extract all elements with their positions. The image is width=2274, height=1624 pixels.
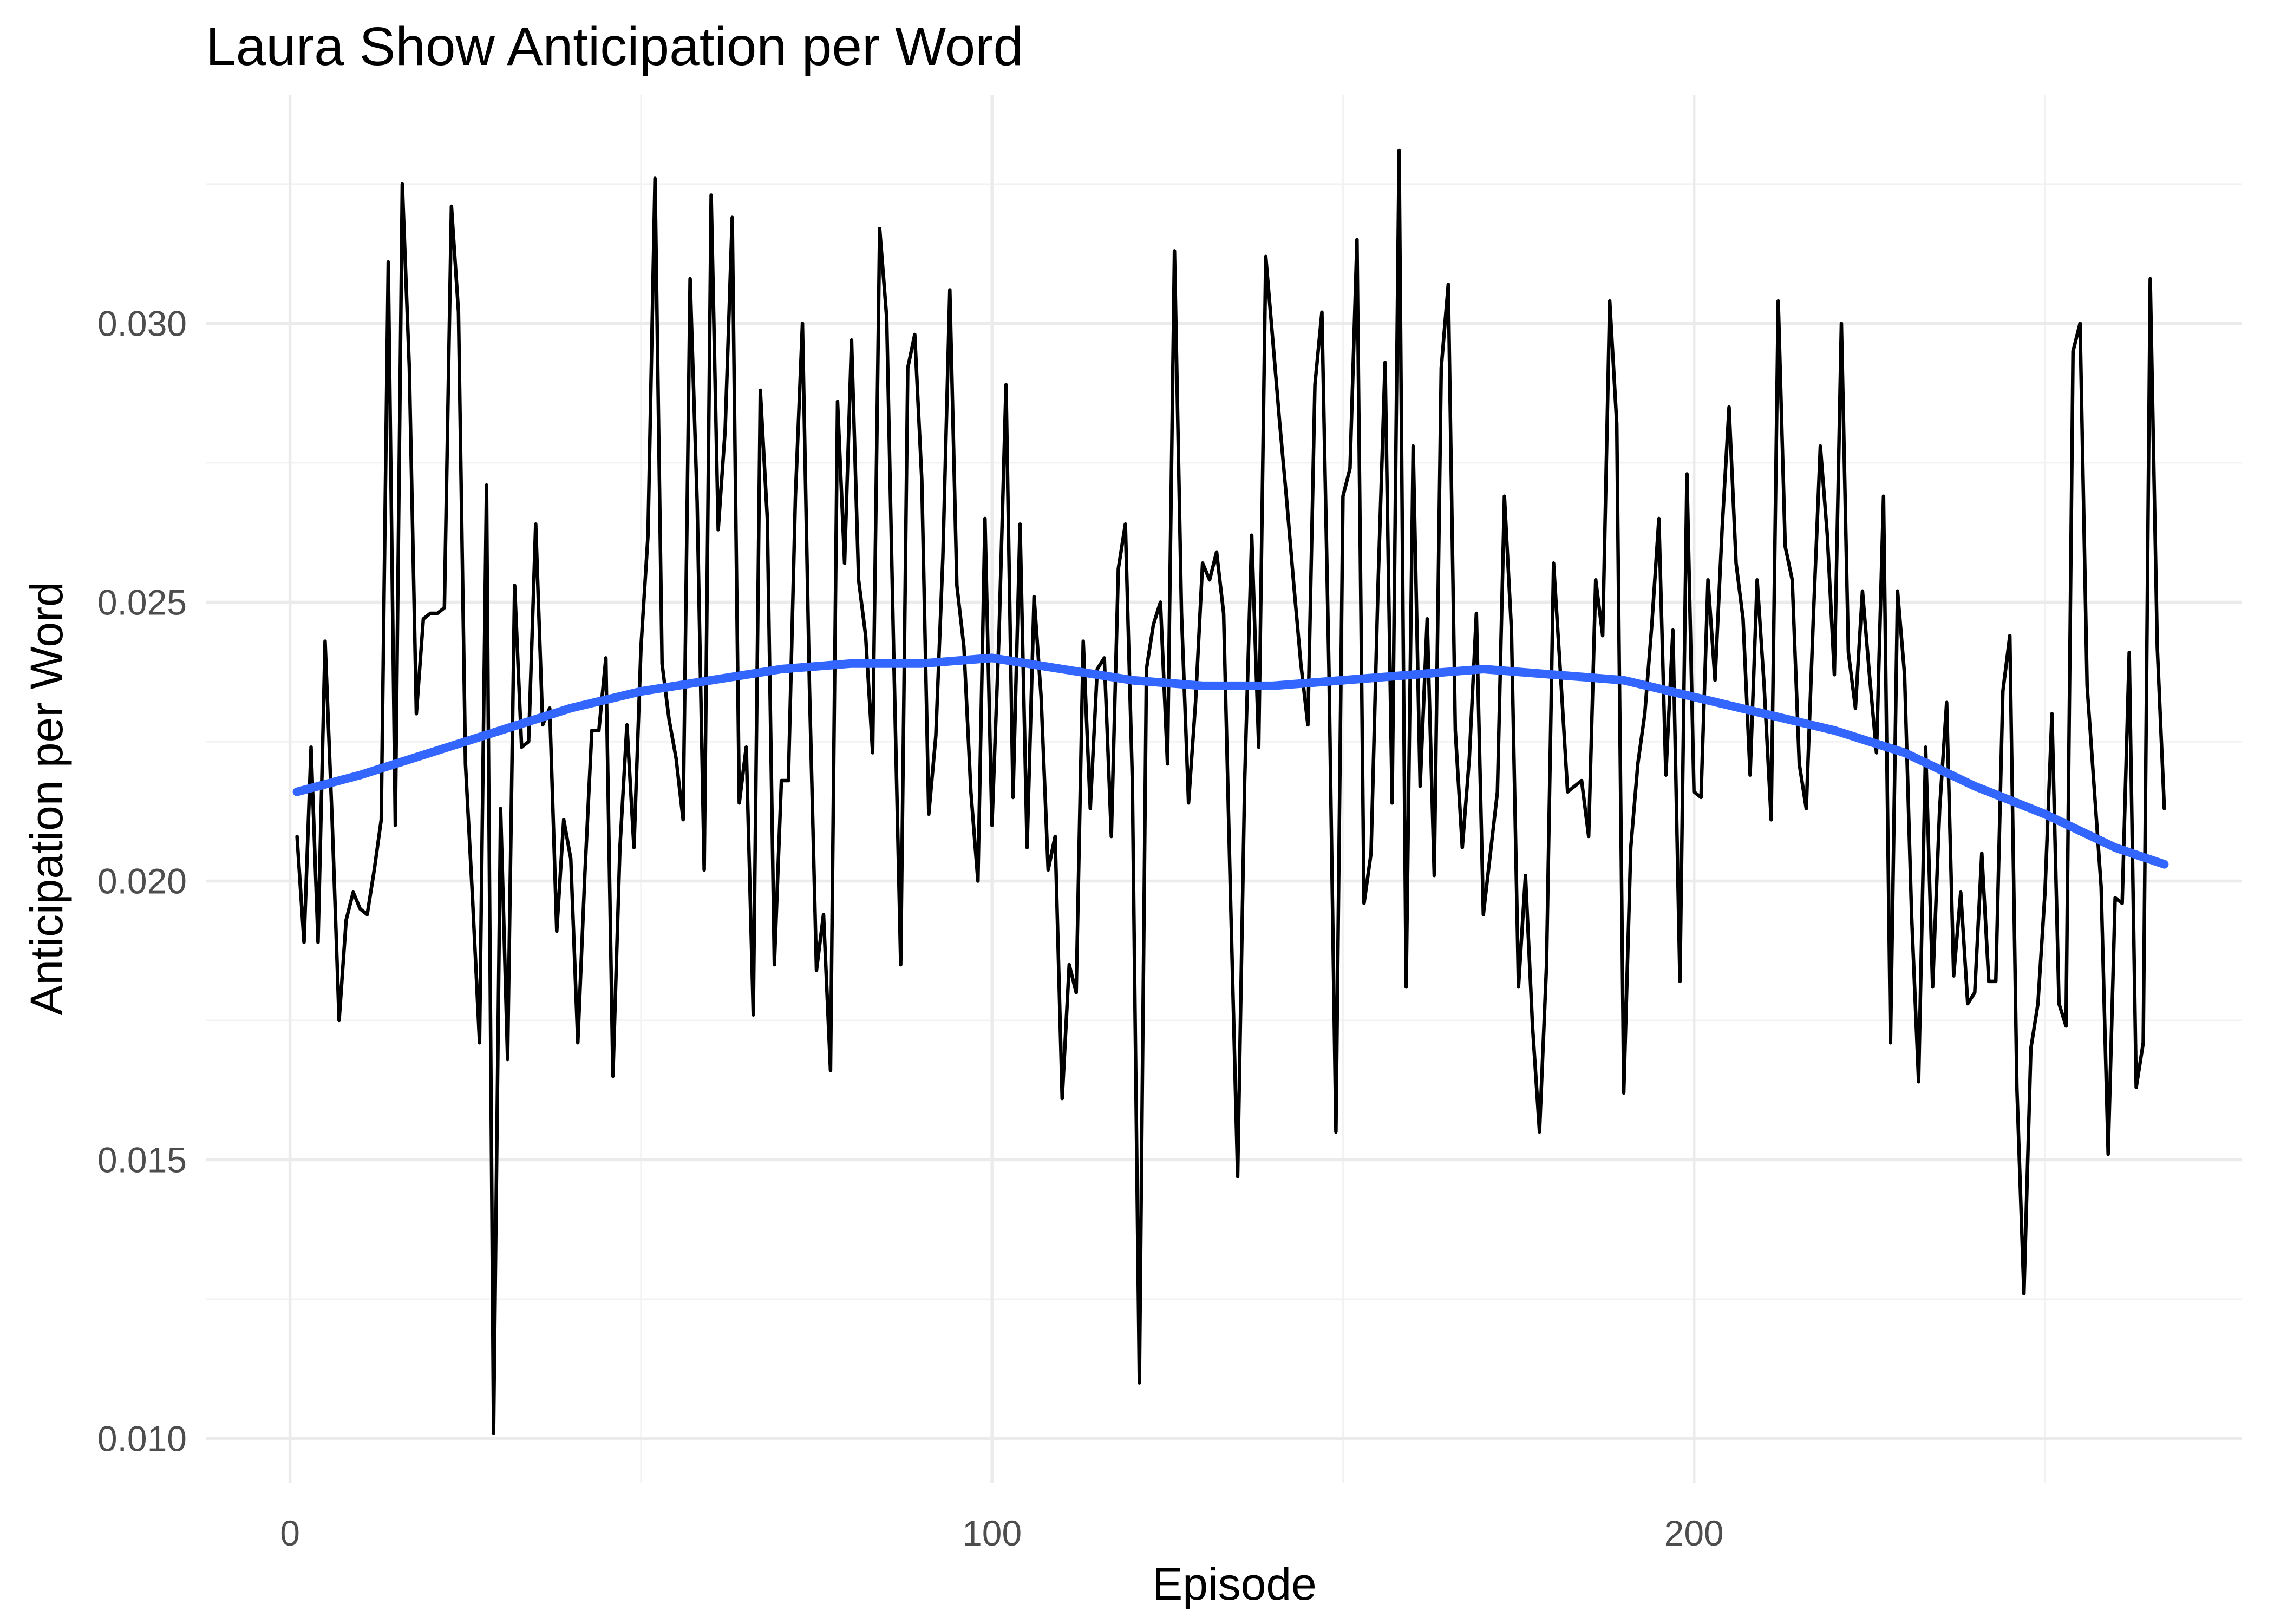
smooth-trend-line bbox=[292, 653, 2169, 869]
anticipation-series-line bbox=[295, 148, 2166, 1435]
x-tick-labels: 0 100 200 bbox=[280, 1513, 1724, 1553]
y-tick-labels: 0.010 0.015 0.020 0.025 0.030 bbox=[97, 303, 187, 1458]
y-tick-label-2: 0.020 bbox=[97, 861, 187, 901]
major-gridlines bbox=[206, 95, 2242, 1483]
x-axis-title: Episode bbox=[1152, 1558, 1317, 1609]
y-tick-label-0: 0.010 bbox=[97, 1419, 187, 1459]
chart-title: Laura Show Anticipation per Word bbox=[206, 16, 1023, 77]
y-axis-title: Anticipation per Word bbox=[21, 581, 72, 1016]
x-tick-label-0: 0 bbox=[280, 1513, 300, 1553]
y-tick-label-3: 0.025 bbox=[97, 582, 187, 622]
y-tick-label-1: 0.015 bbox=[97, 1140, 187, 1180]
x-tick-label-1: 100 bbox=[962, 1513, 1022, 1553]
series-layer bbox=[292, 148, 2169, 1435]
y-tick-label-4: 0.030 bbox=[97, 303, 187, 343]
minor-gridlines bbox=[206, 95, 2242, 1483]
x-tick-label-2: 200 bbox=[1664, 1513, 1724, 1553]
